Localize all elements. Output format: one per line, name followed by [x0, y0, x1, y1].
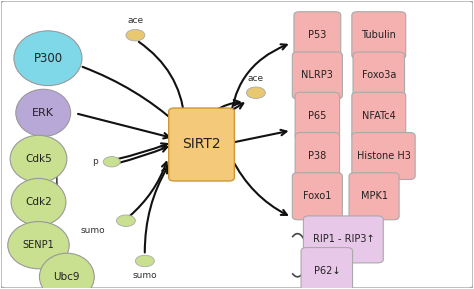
Text: Tubulin: Tubulin	[361, 30, 396, 40]
FancyBboxPatch shape	[352, 12, 406, 59]
Text: sumo: sumo	[80, 227, 105, 236]
Circle shape	[103, 157, 120, 167]
FancyBboxPatch shape	[352, 92, 406, 139]
Ellipse shape	[8, 222, 69, 269]
Circle shape	[246, 87, 265, 99]
Text: RIP1 - RIP3↑: RIP1 - RIP3↑	[312, 234, 374, 244]
Circle shape	[136, 255, 155, 267]
Ellipse shape	[16, 89, 71, 136]
FancyBboxPatch shape	[352, 132, 415, 179]
Text: Cdk2: Cdk2	[25, 197, 52, 207]
Text: Foxo1: Foxo1	[303, 191, 331, 201]
Text: p: p	[92, 157, 98, 166]
Text: SIRT2: SIRT2	[182, 138, 221, 151]
FancyBboxPatch shape	[353, 52, 404, 99]
FancyBboxPatch shape	[294, 12, 341, 59]
Text: P53: P53	[308, 30, 327, 40]
Circle shape	[126, 29, 145, 41]
Text: SENP1: SENP1	[23, 240, 55, 250]
FancyBboxPatch shape	[295, 132, 339, 179]
Text: ERK: ERK	[32, 108, 54, 118]
Text: P65: P65	[308, 111, 327, 121]
FancyBboxPatch shape	[292, 52, 342, 99]
FancyBboxPatch shape	[301, 248, 353, 289]
FancyBboxPatch shape	[295, 92, 339, 139]
Ellipse shape	[11, 178, 66, 226]
Text: MPK1: MPK1	[361, 191, 388, 201]
Text: Foxo3a: Foxo3a	[362, 71, 396, 80]
FancyBboxPatch shape	[292, 173, 342, 220]
Ellipse shape	[10, 135, 67, 182]
Ellipse shape	[39, 253, 94, 289]
Text: P62↓: P62↓	[313, 266, 340, 276]
FancyBboxPatch shape	[169, 108, 235, 181]
Text: NFATc4: NFATc4	[362, 111, 396, 121]
Text: Cdk5: Cdk5	[25, 154, 52, 164]
FancyBboxPatch shape	[303, 216, 383, 263]
Text: sumo: sumo	[133, 271, 157, 280]
Ellipse shape	[14, 31, 82, 86]
Circle shape	[117, 215, 136, 227]
Text: Histone H3: Histone H3	[356, 151, 410, 161]
Text: Ubc9: Ubc9	[54, 272, 80, 282]
Text: P38: P38	[308, 151, 327, 161]
Text: NLRP3: NLRP3	[301, 71, 333, 80]
FancyBboxPatch shape	[349, 173, 399, 220]
Text: P300: P300	[33, 52, 63, 65]
Text: ace: ace	[248, 74, 264, 83]
Text: ace: ace	[128, 16, 144, 25]
